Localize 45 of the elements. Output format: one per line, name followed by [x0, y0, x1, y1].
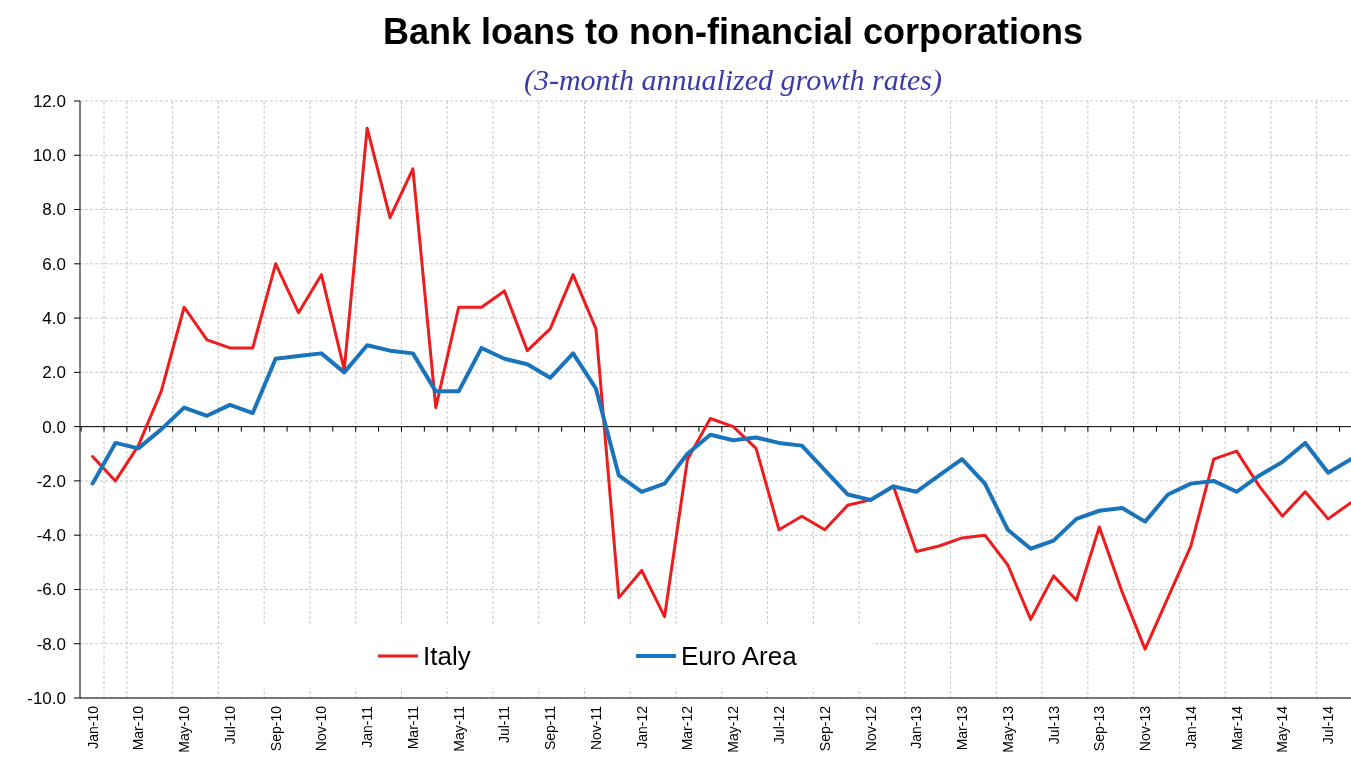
x-tick-label: Nov-10: [313, 705, 330, 752]
x-tick-label: Jan-14: [1182, 705, 1199, 749]
x-tick-label: Jul-13: [1045, 705, 1062, 745]
y-tick-label: -4.0: [36, 526, 66, 546]
x-tick-label: May-11: [450, 705, 467, 752]
y-tick-label: 2.0: [42, 363, 66, 383]
line-series: [90, 343, 1351, 551]
x-tick-label: May-10: [176, 705, 193, 753]
y-tick-label: -2.0: [36, 471, 66, 491]
x-tick-label: May-13: [999, 705, 1016, 753]
y-tick-label: 12.0: [32, 91, 66, 111]
x-tick-label: Jul-12: [770, 705, 787, 745]
x-tick-label: Mar-13: [954, 705, 971, 751]
x-tick-label: Mar-11: [404, 705, 421, 750]
chart-subtitle: (3-month annualized growth rates): [523, 63, 943, 97]
x-tick-label: Jan-12: [633, 705, 650, 749]
legend-label: Italy: [423, 641, 471, 672]
x-tick-label: Jan-13: [908, 705, 925, 749]
y-tick-label: 6.0: [42, 254, 66, 274]
x-tick-label: Mar-12: [679, 705, 696, 751]
x-tick-label: Sep-12: [816, 705, 833, 752]
x-tick-label: Sep-11: [542, 705, 559, 751]
x-tick-label: Sep-10: [267, 705, 284, 752]
y-tick-label: -8.0: [36, 634, 66, 654]
legend-label: Euro Area: [681, 641, 798, 672]
x-tick-label: Jul-10: [221, 705, 238, 745]
x-tick-label: Jan-10: [84, 705, 101, 749]
y-tick-label: -6.0: [36, 580, 66, 600]
y-tick-label: -10.0: [27, 688, 66, 708]
chart-title: Bank loans to non-financial corporations: [382, 11, 1084, 52]
x-tick-label: Nov-12: [862, 705, 879, 752]
x-tick-label: Jul-14: [1320, 705, 1337, 745]
x-tick-label: Jul-11: [496, 705, 513, 744]
x-tick-label: Mar-10: [130, 705, 147, 751]
y-tick-label: 4.0: [42, 309, 66, 329]
x-tick-label: Nov-11: [587, 705, 604, 751]
x-tick-label: Sep-13: [1091, 705, 1108, 752]
x-tick-label: May-12: [725, 705, 742, 753]
y-tick-label: 8.0: [42, 200, 66, 220]
y-tick-label: 10.0: [32, 146, 66, 166]
y-tick-label: 0.0: [42, 417, 66, 437]
x-tick-label: Mar-14: [1228, 705, 1245, 751]
x-tick-label: Nov-13: [1137, 705, 1154, 752]
x-tick-label: May-14: [1274, 705, 1291, 753]
x-tick-label: Jan-11: [359, 705, 376, 748]
